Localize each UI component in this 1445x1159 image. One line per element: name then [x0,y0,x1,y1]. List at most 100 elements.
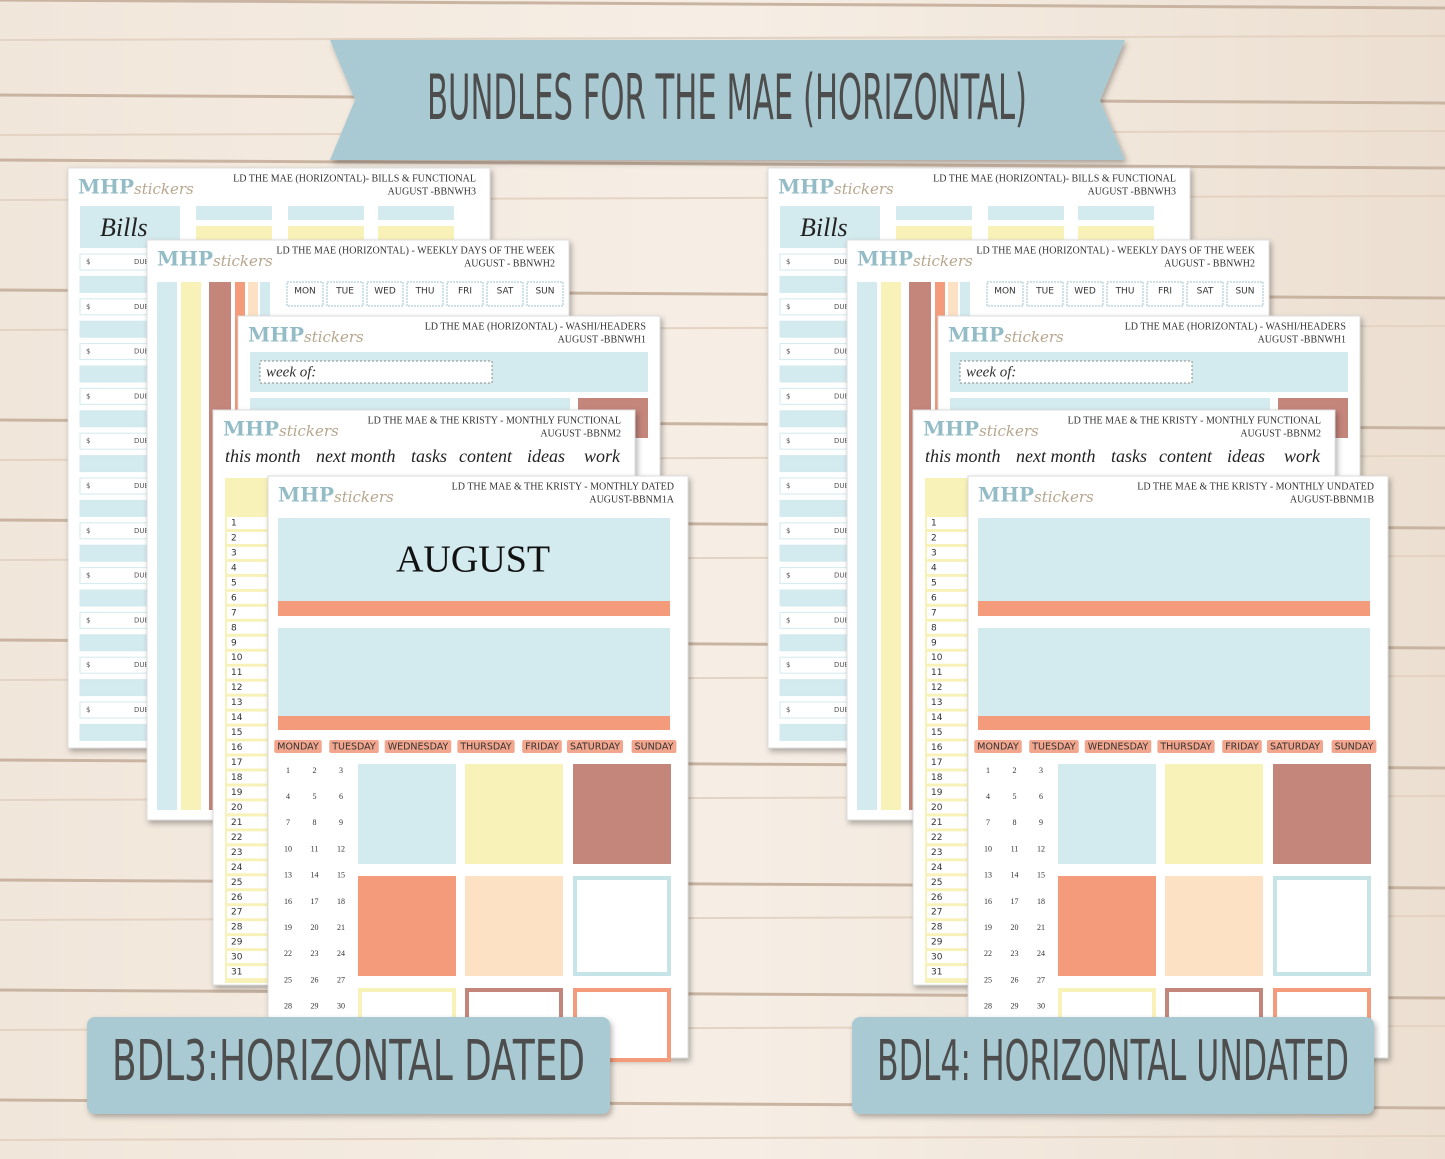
sheet-heading: Bills [800,213,848,242]
date-number: 6 [339,792,343,801]
bill-field: DUE [834,392,849,400]
bill-field: $ [786,437,790,445]
number-cell [227,936,267,949]
sheet-title: LD THE MAE (HORIZONTAL) - WEEKLY DAYS OF… [276,245,555,256]
day-label: WED [374,287,396,297]
date-number: 29 [1011,1002,1019,1011]
brand: MHP [157,247,213,271]
day-number: 6 [231,593,237,603]
washi-strip [1078,226,1154,240]
bill-field: $ [86,437,90,445]
number-cell [227,651,267,664]
day-number: 4 [931,563,937,573]
date-number: 28 [984,1002,992,1011]
plank-seam [0,158,1445,170]
brand-script: stickers [913,252,973,270]
day-number: 17 [931,758,942,768]
brand: MHP [778,175,834,199]
washi-strip [1078,206,1154,220]
date-number: 16 [284,897,292,906]
weekday-pill [566,740,624,753]
brand-script: stickers [134,180,194,198]
sheet-title: LD THE MAE (HORIZONTAL) - WEEKLY DAYS OF… [976,245,1255,256]
washi-strip [378,206,454,220]
square-sticker [1273,876,1371,976]
bundle-label: BDL3:HORIZONTAL DATED [112,1029,585,1094]
weekday-pill [522,740,562,753]
weekday-label: SUNDAY [635,742,674,753]
date-number: 12 [337,844,345,853]
tab-label: work [584,446,621,466]
day-number: 13 [931,698,942,708]
number-cell [227,666,267,679]
day-number: 22 [231,833,242,843]
prompt-box [259,360,493,384]
date-number: 28 [284,1002,292,1011]
bill-field: $ [786,661,790,669]
weekday-pill [974,740,1022,753]
number-cell [227,801,267,814]
day-box [1066,281,1104,307]
number-cell [927,891,967,904]
bill-field: DUE [834,437,849,445]
day-number: 26 [931,893,943,903]
date-number: 26 [311,975,319,984]
day-number: 15 [931,728,942,738]
bill-field: $ [86,392,90,400]
number-cell [927,636,967,649]
month-box [278,518,670,601]
weekday-pill [1266,740,1324,753]
day-number: 21 [231,818,242,828]
date-number: 7 [986,818,990,827]
brand: MHP [978,483,1034,507]
bill-field: DUE [834,348,849,356]
number-cell [227,546,267,559]
bill-field: DUE [834,616,849,624]
day-number: 1 [231,519,237,529]
day-box [1226,281,1264,307]
sheet-heading: Bills [100,213,148,242]
day-label: TUE [1035,287,1054,297]
bill-field: $ [786,482,790,490]
day-number: 11 [931,668,942,678]
square-sticker [1058,764,1156,864]
day-number: 2 [231,533,237,543]
date-number: 15 [1037,871,1045,880]
number-cell [927,906,967,919]
vertical-strip [857,282,877,810]
bill-field: DUE [134,437,149,445]
bill-field: DUE [834,482,849,490]
day-number: 31 [931,968,942,978]
day-number: 11 [231,668,242,678]
square-sticker [1058,876,1156,976]
square-sticker [358,764,456,864]
sheet-title: LD THE MAE (HORIZONTAL)- BILLS & FUNCTIO… [233,173,476,184]
day-label: WED [1074,287,1096,297]
date-number: 13 [984,871,992,880]
notes-bar [978,716,1370,730]
bill-field: $ [86,258,90,266]
square-sticker [465,764,563,864]
weekday-pill [631,740,677,753]
bill-field: $ [786,706,790,714]
day-box [986,281,1024,307]
number-cell [227,951,267,964]
weekday-label: MONDAY [277,742,319,753]
date-number: 13 [284,871,292,880]
day-number: 7 [931,608,937,618]
square-sticker [358,876,456,976]
bill-field: DUE [134,303,149,311]
month-bar [978,601,1370,616]
tab-label: tasks [411,446,447,466]
brand-script: stickers [1004,328,1064,346]
number-cell [227,681,267,694]
date-number: 9 [339,818,343,827]
day-number: 5 [231,578,237,588]
day-number: 8 [931,623,937,633]
number-cell [227,696,267,709]
date-number: 11 [311,844,319,853]
vertical-strip [881,282,901,810]
bill-field: $ [786,258,790,266]
